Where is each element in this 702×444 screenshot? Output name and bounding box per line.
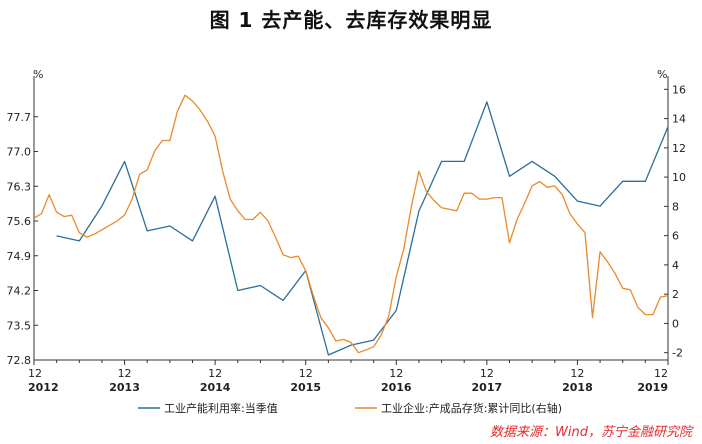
x-tick-year-label: 2015	[290, 381, 321, 394]
left-tick-label: 76.3	[7, 180, 32, 193]
x-tick-year-label: 2012	[28, 381, 59, 394]
right-tick-label: 12	[672, 142, 686, 155]
source-note: 数据来源：Wind，苏宁金融研究院	[490, 425, 692, 440]
left-tick-label: 77.0	[7, 146, 32, 159]
right-tick-label: 2	[672, 288, 679, 301]
left-tick-label: 75.6	[7, 215, 32, 228]
x-tick-month-label: 12	[299, 367, 313, 380]
right-tick-label: 14	[672, 113, 686, 126]
x-tick-month-label: 12	[654, 367, 668, 380]
left-tick-label: 73.5	[7, 319, 32, 332]
right-tick-label: 10	[672, 171, 686, 184]
x-tick-year-label: 2019	[637, 381, 668, 394]
x-tick-month-label: 12	[28, 367, 42, 380]
x-tick-month-label: 12	[118, 367, 132, 380]
x-tick-month-label: 12	[389, 367, 403, 380]
right-tick-label: 0	[672, 317, 679, 330]
right-tick-label: 8	[672, 200, 679, 213]
left-axis-unit: %	[33, 68, 43, 81]
right-tick-label: 6	[672, 230, 679, 243]
legend-group: 工业产能利用率:当季值 工业企业:产成品存货:累计同比(右轴)	[138, 401, 562, 415]
right-tick-label: 4	[672, 259, 679, 272]
chart-title: 图 1 去产能、去库存效果明显	[209, 8, 493, 32]
left-tick-label: 74.2	[7, 285, 32, 298]
legend-label: 工业产能利用率:当季值	[164, 401, 278, 415]
x-tick-year-label: 2013	[109, 381, 140, 394]
axes-group	[33, 76, 669, 365]
x-tick-year-label: 2016	[381, 381, 412, 394]
right-tick-label: 16	[672, 83, 686, 96]
x-tick-year-label: 2018	[562, 381, 593, 394]
x-tick-month-label: 12	[570, 367, 584, 380]
legend-label: 工业企业:产成品存货:累计同比(右轴)	[381, 401, 562, 415]
capacity-utilization-line	[56, 101, 669, 356]
left-tick-label: 74.9	[7, 250, 32, 263]
x-tick-month-label: 12	[480, 367, 494, 380]
x-tick-year-label: 2014	[200, 381, 231, 394]
x-tick-month-label: 12	[208, 367, 222, 380]
left-tick-label: 72.8	[7, 354, 32, 367]
series-lines-group	[33, 94, 669, 356]
left-tick-label: 77.7	[7, 111, 32, 124]
tick-labels-group: 72.8 73.5 74.2 74.9 75.6 76.3 77.0 77.7 -2 0 2 4 6 8 1…	[7, 68, 687, 394]
right-tick-label: -2	[672, 347, 683, 360]
right-axis-unit: %	[657, 68, 667, 81]
finished-goods-inventory-line	[33, 94, 669, 354]
x-tick-year-label: 2017	[472, 381, 503, 394]
